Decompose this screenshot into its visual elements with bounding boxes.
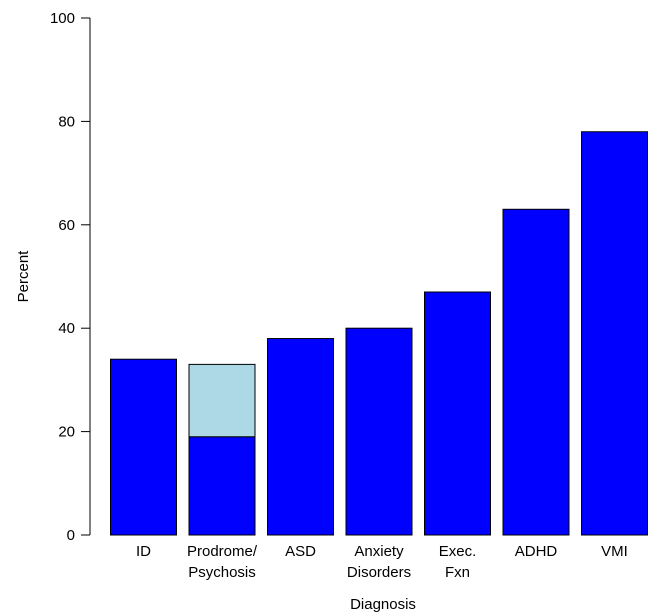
x-tick-label-line: VMI [601, 543, 628, 560]
x-tick-label: ID [136, 543, 151, 560]
bar-0-series-0 [110, 358, 177, 536]
y-tick-label: 40 [58, 320, 75, 337]
x-tick-label-line: Anxiety [354, 543, 404, 560]
x-tick-label: ADHD [515, 543, 558, 560]
y-axis: 0 20 40 60 80 100 [50, 10, 91, 544]
y-tick-label: 0 [67, 527, 75, 544]
x-tick-label: Prodrome/Psychosis [187, 543, 258, 581]
bar-2-series-0 [267, 338, 334, 536]
bar-5-series-0 [502, 208, 570, 536]
x-tick-label-line: ADHD [515, 543, 558, 560]
bar-3-series-0 [345, 327, 413, 536]
y-ticks: 0 20 40 60 80 100 [50, 10, 90, 544]
y-tick-label: 60 [58, 217, 75, 234]
x-tick-label: Anxiety Disorders [347, 543, 411, 581]
x-tick-label: ASD [285, 543, 316, 560]
x-tick-labels: ID Prodrome/Psychosis ASD Anxiety Disorders E… [136, 543, 628, 581]
bar-1-series-1 [188, 363, 256, 438]
x-tick-label-line: ASD [285, 543, 316, 560]
plot-area [110, 131, 648, 536]
x-tick-label-line: Prodrome/ [187, 543, 258, 560]
x-tick-label: Exec. Fxn [439, 543, 477, 581]
x-tick-label: VMI [601, 543, 628, 560]
y-tick-label: 20 [58, 424, 75, 441]
x-axis-title: Diagnosis [350, 596, 416, 613]
x-tick-label-line: ID [136, 543, 151, 560]
bar-1-series-0 [188, 436, 256, 536]
bar-4-series-0 [424, 291, 491, 536]
y-axis-title: Percent [15, 250, 32, 303]
bars [110, 131, 648, 536]
y-tick-label: 100 [50, 10, 75, 27]
y-tick-label: 80 [58, 113, 75, 130]
x-tick-label-line: Fxn [445, 564, 470, 581]
bar-6-series-0 [581, 131, 648, 536]
x-tick-label-line: Exec. [439, 543, 477, 560]
x-tick-label-line: Psychosis [188, 564, 256, 581]
x-tick-label-line: Disorders [347, 564, 411, 581]
